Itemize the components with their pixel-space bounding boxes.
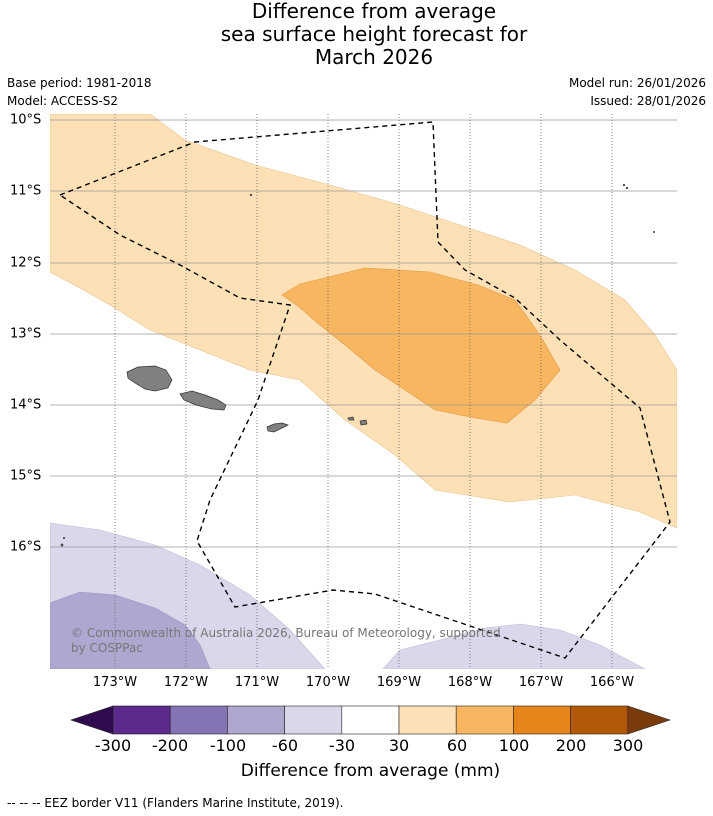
island-tiny-6: [62, 536, 66, 540]
island-manua: [347, 416, 355, 421]
island-tutuila: [266, 422, 289, 433]
lon-label-172w: 172°W: [163, 675, 209, 690]
colorbar-tick: 30: [388, 736, 410, 755]
lat-label-10s: 10°S: [10, 112, 42, 128]
lon-label-169w: 169°W: [376, 675, 422, 690]
issued-date: Issued: 28/01/2026: [590, 94, 706, 108]
colorbar-tick: -30: [328, 736, 356, 755]
lon-label-166w: 166°W: [589, 675, 635, 690]
title-line-1: Difference from average: [251, 0, 497, 23]
meridians: [114, 114, 613, 669]
lon-label-171w: 171°W: [234, 675, 280, 690]
colorbar-label: Difference from average (mm): [240, 761, 501, 781]
lat-label-13s: 13°S: [10, 326, 42, 342]
colorbar: [70, 705, 671, 735]
colorbar-tick: 100: [498, 736, 530, 755]
island-upolu: [179, 390, 227, 411]
negative-30-60-region-right: [382, 623, 646, 669]
island-savaii: [126, 365, 173, 392]
eez-border: [58, 121, 671, 659]
lat-label-12s: 12°S: [10, 255, 42, 271]
lon-label-167w: 167°W: [518, 675, 564, 690]
colorbar-segment: [227, 705, 285, 735]
lat-label-15s: 15°S: [10, 468, 42, 484]
colorbar-tick: 200: [555, 736, 587, 755]
copyright-line-1: © Commonwealth of Australia 2026, Bureau…: [71, 626, 501, 640]
island-tiny-4: [653, 231, 655, 233]
colorbar-segment: [341, 705, 400, 735]
lat-label-11s: 11°S: [10, 183, 42, 199]
colorbar-segment: [398, 705, 457, 735]
island-manua-2: [359, 419, 368, 426]
negative-60-100-region-left: [50, 591, 211, 669]
colorbar-tick: -300: [94, 736, 132, 755]
colorbar-extend-low: [70, 705, 114, 735]
meta-right: Model run: 26/01/2026 Issued: 28/01/2026: [569, 74, 706, 110]
chart-title: Difference from average sea surface heig…: [0, 0, 713, 69]
colorbar-segment: [284, 705, 343, 735]
lat-label-14s: 14°S: [10, 397, 42, 413]
title-line-2: sea surface height forecast for: [220, 22, 528, 46]
lon-label-168w: 168°W: [447, 675, 493, 690]
colorbar-tick: -100: [209, 736, 247, 755]
colorbar-extend-high: [627, 705, 671, 735]
colorbar-tick: -60: [271, 736, 299, 755]
positive-60-100-region: [281, 267, 561, 424]
base-period: Base period: 1981-2018: [7, 76, 152, 90]
colorbar-segment: [570, 705, 629, 735]
title-line-3: March 2026: [314, 45, 434, 69]
lon-label-173w: 173°W: [92, 675, 138, 690]
colorbar-tick: -200: [151, 736, 189, 755]
colorbar-segment: [455, 705, 514, 735]
island-tiny-5: [60, 543, 64, 547]
map-area: [50, 114, 677, 669]
eez-legend-note: -- -- -- EEZ border V11 (Flanders Marine…: [7, 796, 344, 810]
colorbar-segment: [112, 705, 171, 735]
island-tiny-2: [622, 183, 626, 187]
gridlines: [50, 119, 677, 548]
island-tiny-1: [249, 193, 253, 197]
colorbar-tick: 60: [446, 736, 468, 755]
model-name: Model: ACCESS-S2: [7, 94, 119, 108]
model-run: Model run: 26/01/2026: [568, 76, 706, 90]
lon-label-170w: 170°W: [305, 675, 351, 690]
meta-left: Base period: 1981-2018 Model: ACCESS-S2: [7, 74, 152, 110]
copyright-line-2: by COSPPac: [71, 641, 143, 655]
colorbar-segment: [169, 705, 228, 735]
copyright-notice: © Commonwealth of Australia 2026, Bureau…: [71, 626, 501, 656]
colorbar-segment: [513, 705, 571, 735]
lat-label-16s: 16°S: [10, 539, 42, 555]
colorbar-tick: 300: [612, 736, 644, 755]
islands: [60, 183, 655, 547]
island-tiny-3: [625, 186, 629, 190]
